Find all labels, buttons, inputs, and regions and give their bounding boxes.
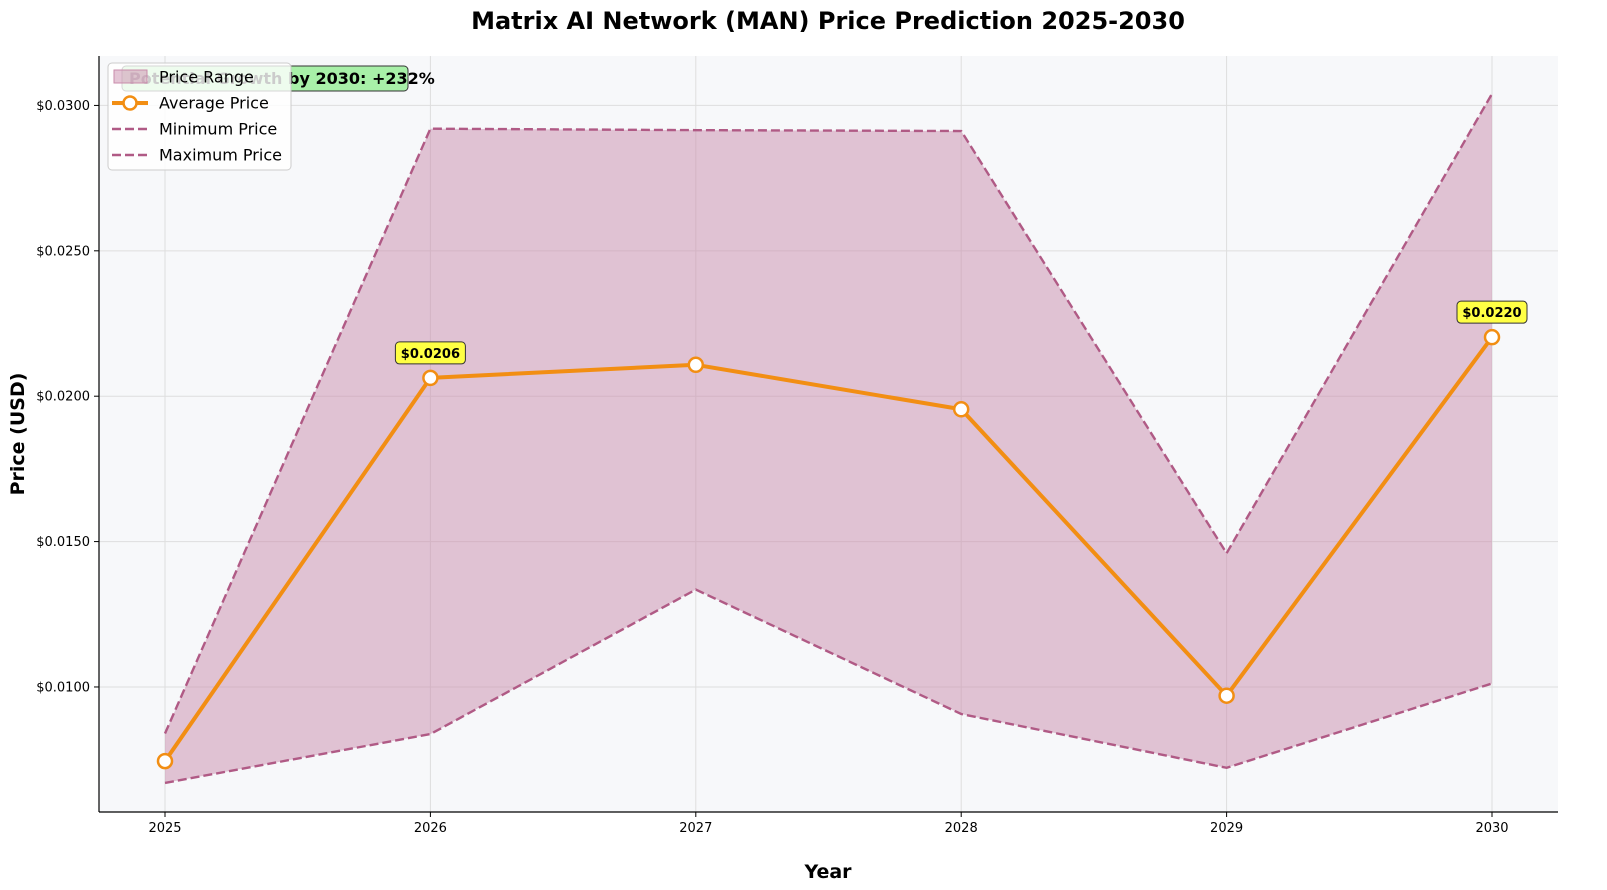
average-price-point — [1218, 687, 1235, 704]
x-tick-label: 2028 — [945, 821, 978, 836]
legend-label: Price Range — [159, 68, 254, 87]
y-tick-label: $0.0100 — [36, 680, 90, 695]
value-annotation: $0.0220 — [1462, 306, 1521, 321]
average-price-line — [163, 335, 1494, 763]
y-axis-title: Price (USD) — [7, 373, 29, 496]
y-tick-label: $0.0300 — [36, 99, 90, 114]
y-tick-label: $0.0200 — [36, 390, 90, 405]
legend-marker-average-price — [122, 95, 138, 111]
legend-label: Average Price — [159, 94, 269, 113]
legend-label: Maximum Price — [159, 146, 282, 165]
price-range-band — [165, 93, 1492, 783]
average-price-point — [422, 369, 439, 387]
legend-label: Minimum Price — [159, 120, 277, 139]
y-tick-label: $0.0250 — [36, 244, 90, 259]
x-tick-label: 2026 — [414, 821, 447, 836]
minimum-price-line — [164, 588, 1493, 785]
average-price-point — [687, 356, 705, 374]
x-tick-label: 2030 — [1475, 821, 1508, 836]
legend-swatch-price-range — [113, 69, 148, 84]
x-axis-title: Year — [803, 861, 852, 883]
average-price-point — [1483, 328, 1501, 346]
legend-box — [107, 62, 292, 171]
average-price-point — [952, 401, 970, 418]
y-tick-label: $0.0150 — [36, 535, 90, 550]
average-price-point — [156, 752, 174, 770]
value-annotation-box — [394, 341, 466, 365]
maximum-price-line — [163, 93, 1494, 734]
x-tick-label: 2027 — [679, 821, 712, 836]
value-annotation: $0.0206 — [401, 347, 460, 362]
x-tick-label: 2029 — [1210, 821, 1243, 836]
x-tick-label: 2025 — [148, 821, 181, 836]
chart-title: Matrix AI Network (MAN) Price Prediction… — [471, 7, 1185, 35]
value-annotation-box — [1456, 300, 1528, 324]
